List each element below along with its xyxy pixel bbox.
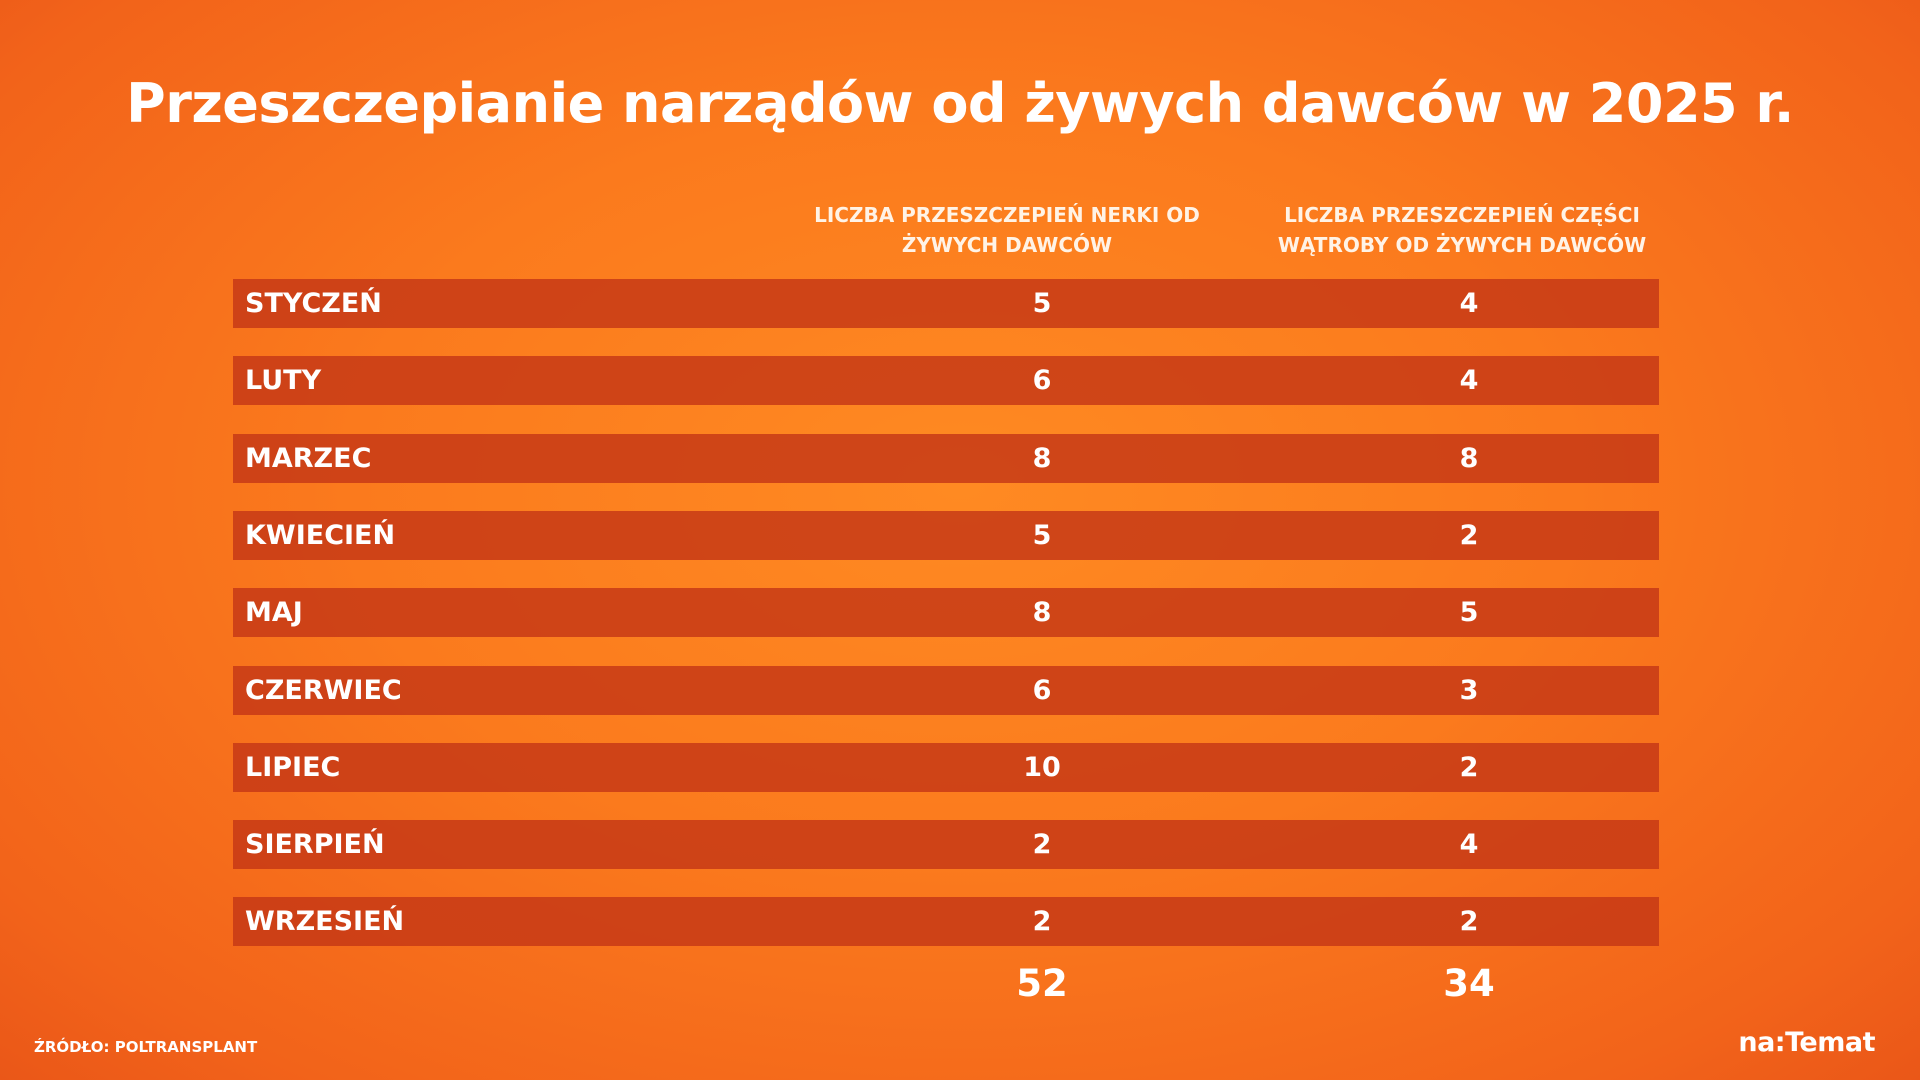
month-label: MAJ [245,597,303,629]
total: 52 [1016,962,1068,1005]
value-cell: 5 [1032,519,1052,551]
value-cell: 8 [1459,442,1479,474]
total: 34 [1443,962,1495,1005]
value-cell: 2 [1459,906,1479,938]
source: ŹRÓDŁO: POLTRANSPLANT [34,1038,258,1056]
table-row: MAJ 8 5 [233,588,1659,638]
month-label: CZERWIEC [245,674,402,706]
value-cell: 6 [1032,365,1052,397]
value-cell: 4 [1459,829,1479,861]
month-label: STYCZEŃ [245,288,382,319]
month-label: SIERPIEŃ [245,829,385,861]
column-header: LICZBA PRZESZCZEPIEŃ NERKI OD ŻYWYCH DAW… [814,203,1200,257]
table-row: MARZEC 8 8 [233,433,1659,483]
title: Przeszczepianie narządów od żywych dawcó… [126,72,1794,135]
month-label: WRZESIEŃ [245,906,405,938]
table-row: LUTY 6 4 [233,356,1659,406]
value-cell: 4 [1459,288,1479,319]
value-cell: 2 [1032,906,1052,938]
table-row: KWIECIEŃ 5 2 [233,510,1659,560]
value-cell: 2 [1459,519,1479,551]
value-cell: 3 [1459,674,1479,706]
logo: na:Temat [1738,1027,1875,1058]
month-label: LIPIEC [245,751,341,783]
value-cell: 5 [1032,288,1052,319]
value-cell: 5 [1459,597,1479,629]
table-row: CZERWIEC 6 3 [233,665,1659,715]
value-cell: 6 [1032,674,1052,706]
value-cell: 10 [1023,751,1061,783]
value-cell: 4 [1459,365,1479,397]
table-row: WRZESIEŃ 2 2 [233,897,1659,947]
month-label: LUTY [245,365,322,397]
value-cell: 2 [1032,829,1052,861]
table-row: SIERPIEŃ 2 4 [233,820,1659,870]
table-row: STYCZEŃ 5 4 [233,279,1659,328]
month-label: MARZEC [245,442,372,474]
value-cell: 8 [1032,597,1052,629]
column-header: LICZBA PRZESZCZEPIEŃ CZĘŚCI WĄTROBY OD Ż… [1277,203,1647,257]
value-cell: 8 [1032,442,1052,474]
month-label: KWIECIEŃ [245,519,396,551]
table-row: LIPIEC 10 2 [233,742,1659,792]
value-cell: 2 [1459,751,1479,783]
